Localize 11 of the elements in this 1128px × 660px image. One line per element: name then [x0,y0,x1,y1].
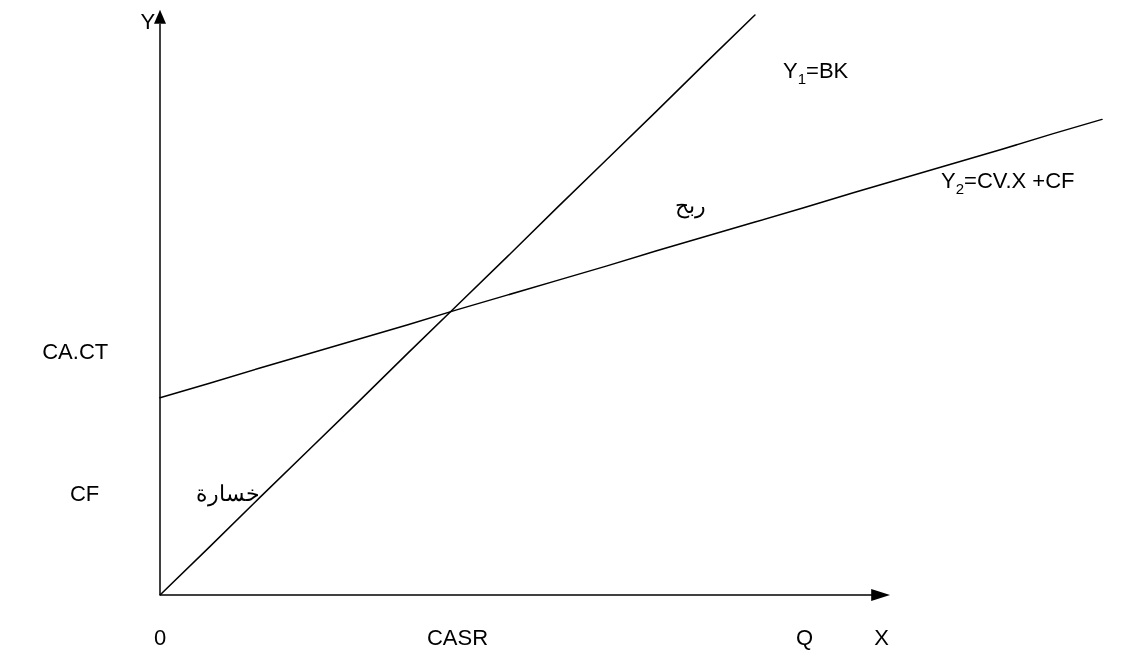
text: CA.CT [42,338,109,364]
annotation: ربح [674,192,706,219]
annotation: خسارة [195,480,260,507]
text: CF [69,480,100,506]
x-tick-label: Q [795,624,814,650]
text: Y$_{1}$=BK [783,57,849,88]
x-tick-label: 0 [153,624,167,650]
y-axis-title: Y [140,8,156,34]
x-axis-title: X [874,624,890,650]
x-tick-label: CASR [426,624,489,650]
series-label: Y$_{2}$=CV.X +CF [941,167,1075,198]
